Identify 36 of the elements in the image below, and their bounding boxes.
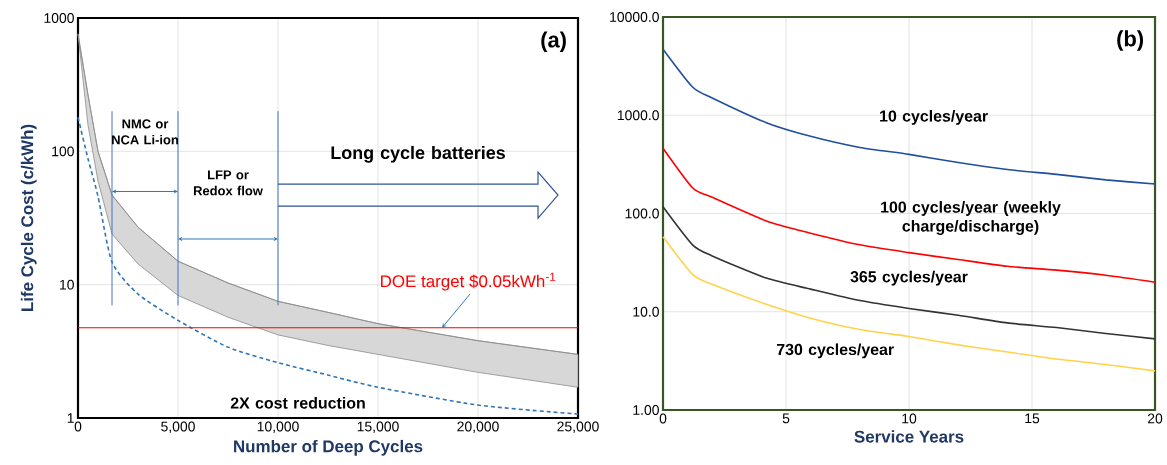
y-tick-label: 1.00 [633, 405, 659, 415]
y-tick-label: 100.0 [625, 208, 659, 219]
x-tick-label: 15 [1025, 413, 1040, 424]
x-tick-label: 0 [74, 421, 82, 432]
y-tick-label: 10.0 [633, 306, 659, 317]
annotation: LFP or Redox flow [193, 170, 263, 196]
annotation: Long cycle batteries [331, 145, 505, 163]
series-label: 100 cycles/year (weekly charge/discharge) [881, 201, 1061, 235]
line-series [662, 235, 1156, 372]
x-axis-title: Service Years [854, 430, 964, 443]
y-tick-label: 1000 [44, 13, 74, 23]
line-series [77, 116, 579, 415]
y-tick-label: 10 [60, 279, 74, 290]
y-tick-label: 1000.0 [617, 110, 659, 121]
y-tick-label: 1 [67, 413, 74, 423]
text: (a) [541, 31, 566, 52]
series-label: 365 cycles/year [850, 270, 968, 286]
x-axis-title: Number of Deep Cycles [234, 439, 423, 456]
x-tick-label: 20 [1147, 413, 1163, 424]
series-label: 2X cost reduction [230, 396, 365, 409]
annotation: NMC or NCA Li-ion [112, 119, 179, 145]
x-tick-label: 5 [782, 413, 790, 424]
y-axis-title: Life Cycle Cost (c/kWh) [20, 124, 37, 311]
x-tick-label: 0 [659, 413, 667, 424]
series-label: 10 cycles/year [880, 110, 988, 125]
x-tick-label: 25,000 [557, 421, 599, 434]
x-tick-label: 10,000 [257, 421, 299, 434]
text: (b) [1117, 30, 1144, 51]
y-tick-label: 100 [52, 146, 74, 157]
ref-line-label: DOE target $0.05kWh$^{-1}$ [381, 272, 556, 291]
x-tick-label: 10 [902, 413, 917, 424]
x-tick-label: 15,000 [357, 421, 399, 434]
y-tick-label: 10000.0 [610, 12, 659, 22]
x-tick-label: 20,000 [457, 421, 499, 434]
x-tick-label: 5,000 [161, 421, 195, 434]
series-label: 730 cycles/year [776, 343, 894, 359]
